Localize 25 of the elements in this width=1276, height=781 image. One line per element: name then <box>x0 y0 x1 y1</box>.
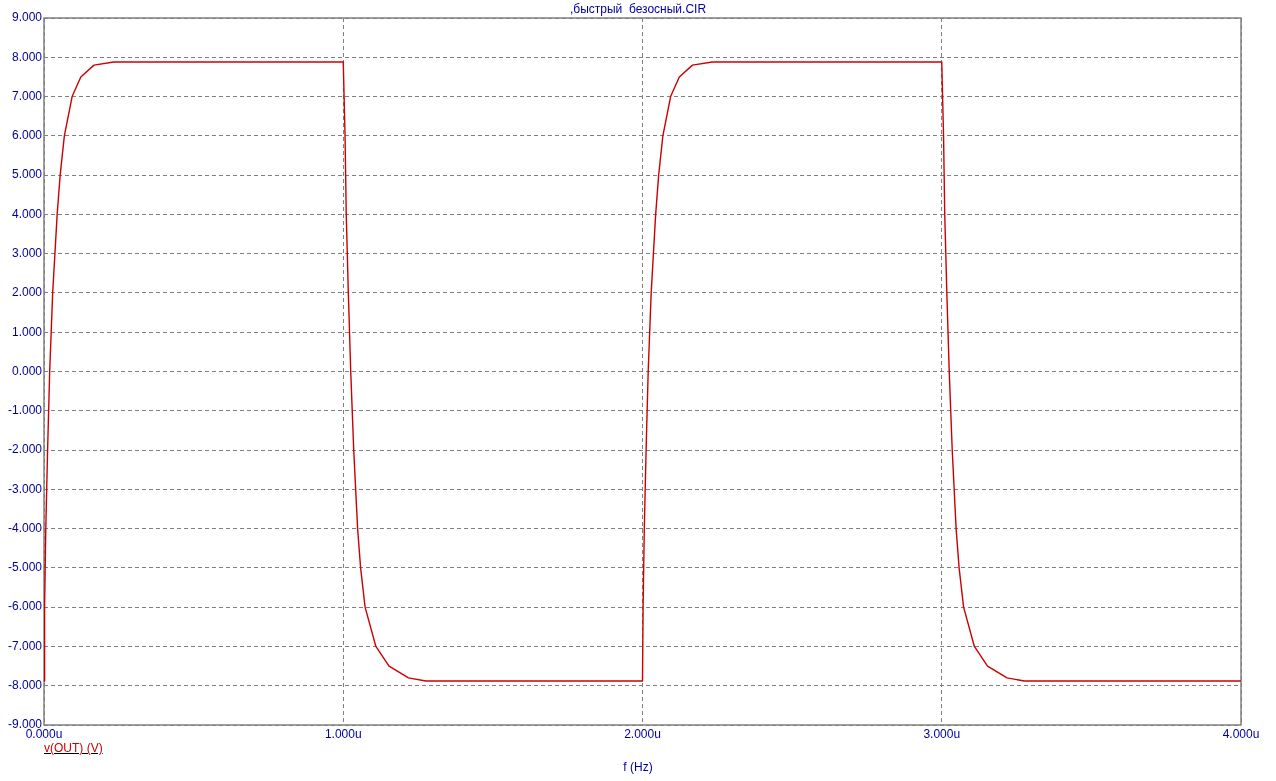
y-tick-label: 4.000 <box>11 206 43 221</box>
x-tick-label: 3.000u <box>923 726 961 741</box>
text: v(OUT) (V) <box>44 741 103 755</box>
x-tick-label: 4.000u <box>1222 726 1260 741</box>
y-tick-label: -2.000 <box>7 442 43 457</box>
y-tick-label: -4.000 <box>7 520 43 535</box>
y-tick-label: -6.000 <box>7 599 43 614</box>
y-tick-label: 5.000 <box>11 167 43 182</box>
y-tick-label: -5.000 <box>7 560 43 575</box>
x-axis-title: f (Hz) <box>622 760 654 774</box>
y-tick-label: 1.000 <box>11 324 43 339</box>
x-tick-label: 2.000u <box>624 726 661 741</box>
y-tick-label: -7.000 <box>7 638 43 653</box>
y-tick-label: 0.000 <box>11 363 43 378</box>
y-tick-label: -8.000 <box>7 678 43 693</box>
x-tick-label: 1.000u <box>324 726 362 741</box>
chart-title: ,быстрый безосный.CIR <box>569 2 707 16</box>
y-tick-label: -3.000 <box>7 481 43 496</box>
y-tick-label: 6.000 <box>11 128 43 143</box>
y-tick-label: 3.000 <box>11 245 43 260</box>
y-tick-label: 8.000 <box>11 49 43 64</box>
y-tick-label: 7.000 <box>11 88 43 103</box>
y-tick-label: 2.000 <box>11 285 43 300</box>
y-tick-label: 9.000 <box>11 10 43 25</box>
y-tick-label: -1.000 <box>7 403 43 418</box>
